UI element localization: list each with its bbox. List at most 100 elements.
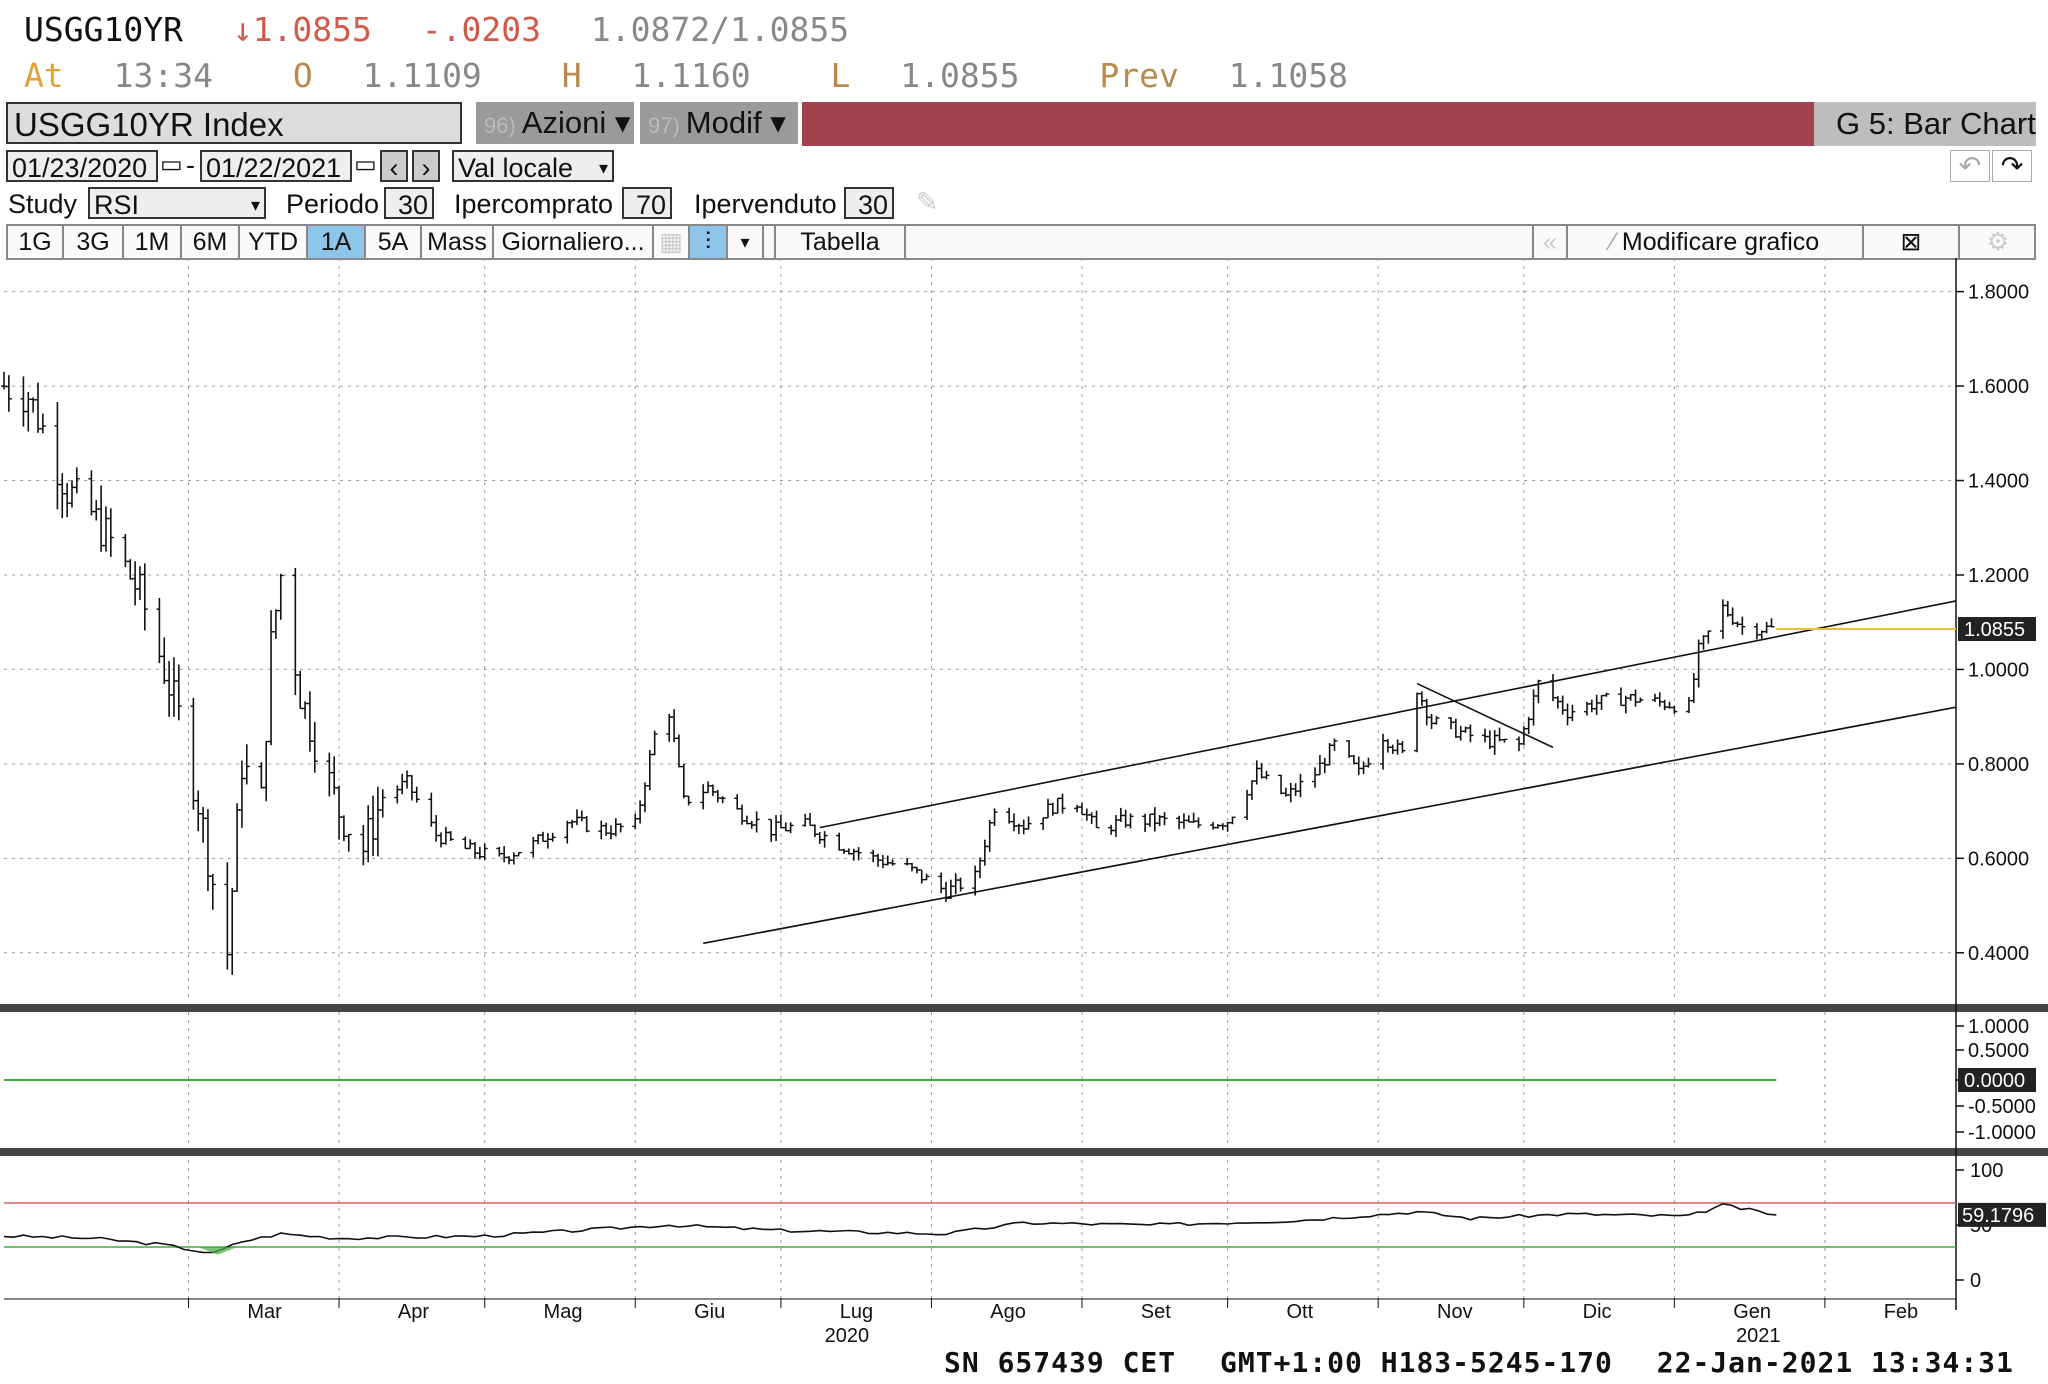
period-tab-1a[interactable]: 1A (308, 226, 366, 258)
year-label-2021: 2021 (1736, 1325, 1781, 1347)
grid-icon[interactable]: ▦ (654, 226, 690, 258)
chart-name: G 5: Bar Chart (1814, 102, 2036, 146)
price-y-tick-label: 0.8000 (1968, 754, 2029, 776)
period-tab-1g[interactable]: 1G (8, 226, 64, 258)
open-label: O (292, 56, 313, 95)
x-tick-label-ott: Ott (1286, 1301, 1313, 1323)
chevron-down-icon[interactable]: ▾ (728, 226, 764, 258)
study-label: Study (8, 189, 78, 219)
price-y-tick-label: 1.8000 (1968, 282, 2029, 304)
pencil-icon[interactable]: ✎ (916, 187, 939, 217)
oversold-value: 30 (857, 190, 888, 220)
study-row: Study RSI ▾ Periodo 30 Ipercomprato 70 Ip… (0, 187, 2048, 223)
rsi-oversold-fill (198, 1247, 238, 1255)
zero-panel-tick-label: 1.0000 (1968, 1016, 2029, 1038)
gear-icon[interactable]: ⚙ (1986, 228, 2010, 256)
calendar-icon[interactable]: ▭ (160, 151, 183, 178)
currency-select[interactable]: Val locale ▾ (452, 150, 614, 183)
actions-menu-button[interactable]: 96) Azioni ▾ (476, 102, 634, 144)
x-tick-label-nov: Nov (1437, 1301, 1473, 1323)
price-y-tick-label: 1.2000 (1968, 565, 2029, 587)
edit-menu-button[interactable]: 97) Modif ▾ (640, 102, 798, 144)
x-tick-label-set: Set (1141, 1301, 1171, 1323)
channel-upper (819, 600, 1957, 829)
rsi-tick-label: 0 (1970, 1270, 1981, 1292)
x-tick-label-lug: Lug (840, 1301, 873, 1323)
study-value: RSI (94, 190, 140, 220)
end-date-field[interactable]: 01/22/2021 (200, 150, 352, 183)
x-tick-label-dic: Dic (1583, 1301, 1612, 1323)
table-button[interactable]: Tabella (776, 226, 906, 258)
quote-line-2: At 13:34 O 1.1109 H 1.1160 L 1.0855 Prev… (24, 56, 1408, 95)
title-band (802, 102, 1814, 146)
x-tick-label-gen: Gen (1733, 1301, 1771, 1323)
actions-menu-label: Azioni (521, 105, 607, 140)
channel-lower (703, 706, 1957, 945)
chart-type-icon[interactable]: ⫶ (690, 226, 728, 258)
oversold-field[interactable]: 30 (844, 187, 894, 220)
rsi-line (3, 1202, 1777, 1254)
overbought-label: Ipercomprato (454, 189, 614, 219)
zero-value-badge (1958, 1068, 2036, 1092)
year-label-2020: 2020 (825, 1325, 870, 1347)
chevron-down-icon: ▾ (250, 195, 260, 215)
rsi-value-badge-label: 59.1796 (1962, 1205, 2034, 1227)
overbought-value: 70 (635, 190, 666, 220)
period-value: 30 (397, 190, 428, 220)
at-label: At (24, 56, 64, 95)
edit-chart-label: Modificare grafico (1621, 228, 1820, 256)
overbought-field[interactable]: 70 (622, 187, 672, 220)
last-price: ↓1.0855 (232, 10, 372, 49)
open-value: 1.1109 (362, 56, 482, 95)
chevron-left-icon: ‹ (389, 153, 399, 183)
price-y-tick-label: 1.4000 (1968, 471, 2029, 493)
bid-ask: 1.0872/1.0855 (590, 10, 850, 49)
collapse-icon[interactable]: « (1532, 226, 1568, 258)
zero-value-badge-label: 0.0000 (1964, 1070, 2025, 1092)
prev-range-button[interactable]: ‹ (380, 150, 408, 183)
undo-icon[interactable]: ↶ (1950, 150, 1990, 182)
frequency-select[interactable]: Giornaliero... (494, 226, 654, 258)
x-tick-label-apr: Apr (398, 1301, 429, 1323)
oversold-label: Ipervenduto (694, 189, 837, 219)
end-date: 01/22/2021 (206, 153, 342, 183)
start-date-field[interactable]: 01/23/2020 (6, 150, 158, 183)
zero-panel-tick-label: -1.0000 (1968, 1122, 2036, 1144)
low-label: L (830, 56, 851, 95)
period-tab-mass[interactable]: Mass (422, 226, 494, 258)
prev-value: 1.1058 (1228, 56, 1348, 95)
study-select[interactable]: RSI ▾ (88, 187, 266, 220)
command-bar: USGG10YR Index 96) Azioni ▾ 97) Modif ▾ G … (6, 102, 2036, 148)
range-separator: - (186, 150, 195, 180)
period-tab-6m[interactable]: 6M (182, 226, 240, 258)
price-y-tick-label: 0.6000 (1968, 848, 2029, 870)
next-range-button[interactable]: › (412, 150, 440, 183)
last-price-badge-label: 1.0855 (1964, 619, 2025, 641)
chevron-down-icon: ▾ (614, 105, 631, 140)
calendar-icon[interactable]: ▭ (354, 151, 377, 178)
chart-settings-icon[interactable]: ⊠ (1864, 226, 1960, 258)
security-field[interactable]: USGG10YR Index (6, 102, 462, 144)
chevron-right-icon: › (421, 153, 431, 183)
period-tab-ytd[interactable]: YTD (240, 226, 308, 258)
edit-chart-button[interactable]: ⁄ Modificare grafico (1568, 226, 1864, 258)
x-tick-label-ago: Ago (990, 1301, 1026, 1323)
toolbar-divider (764, 226, 776, 258)
period-tab-5a[interactable]: 5A (366, 226, 422, 258)
footer-gmt: GMT+1:00 H183-5245-170 (1220, 1346, 1613, 1379)
price-y-tick-label: 1.6000 (1968, 376, 2029, 398)
panel-separator (0, 1004, 2048, 1012)
edit-menu-label: Modif (685, 105, 762, 140)
date-range-row: 01/23/2020 ▭ - 01/22/2021 ▭ ‹ › Val loca… (0, 150, 2048, 184)
x-tick-label-giu: Giu (694, 1301, 725, 1323)
rsi-tick-label: 100 (1970, 1160, 2003, 1182)
x-tick-label-mar: Mar (247, 1301, 282, 1323)
period-tab-3g[interactable]: 3G (64, 226, 124, 258)
period-tab-1m[interactable]: 1M (124, 226, 182, 258)
redo-icon[interactable]: ↷ (1992, 150, 2032, 182)
period-field[interactable]: 30 (384, 187, 434, 220)
footer: SN 657439 CET GMT+1:00 H183-5245-170 22-… (944, 1346, 2040, 1379)
period-label: Periodo (286, 189, 380, 219)
ticker: USGG10YR (24, 10, 183, 49)
